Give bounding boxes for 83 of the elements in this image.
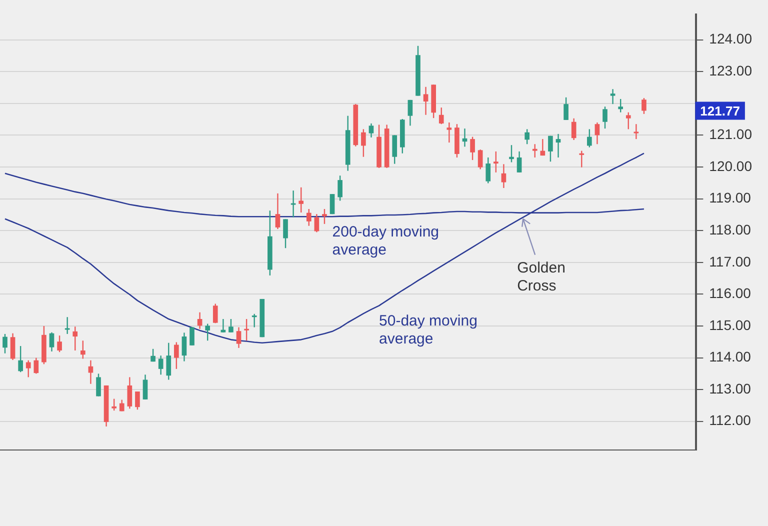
y-tick-label: 116.00 (709, 285, 752, 302)
candlestick (127, 376, 132, 410)
candlestick (306, 208, 312, 226)
candlestick (438, 106, 444, 125)
y-tick-label: 114.00 (709, 348, 752, 365)
candlestick (135, 390, 140, 410)
candlestick (564, 96, 568, 121)
y-tick-label: 120.00 (709, 158, 752, 174)
candlestick (26, 360, 31, 378)
candlestick (368, 122, 374, 138)
candlestick (190, 326, 194, 346)
y-tick-label: 121.00 (709, 126, 752, 142)
candlestick (10, 332, 16, 361)
candlestick (174, 342, 179, 370)
candlestick (252, 313, 257, 328)
candlestick (516, 150, 522, 174)
candlestick (57, 334, 62, 353)
candlestick (579, 150, 584, 168)
candlestick (556, 133, 561, 158)
candlestick (361, 128, 366, 158)
y-tick-label: 119.00 (709, 190, 752, 206)
candlestick (275, 192, 280, 230)
candlestick (338, 175, 342, 202)
y-tick-label: 118.00 (709, 221, 752, 238)
candlestick (244, 318, 249, 342)
candlestick (470, 136, 475, 161)
candlestick (2, 333, 8, 354)
candlestick (501, 164, 506, 189)
candlestick (392, 134, 398, 164)
candlestick (642, 97, 646, 115)
candlestick (330, 193, 335, 215)
candlestick (220, 318, 226, 333)
candlestick (322, 208, 327, 225)
candlestick (158, 354, 164, 376)
candlestick (571, 118, 576, 141)
candlestick (423, 86, 428, 116)
candlestick (494, 150, 498, 174)
y-tick-label: 117.00 (709, 253, 752, 270)
candlestick (290, 190, 296, 218)
series-label: 200-day moving average (332, 223, 440, 258)
candlestick (626, 112, 631, 130)
candlestick (80, 340, 86, 360)
candlestick (486, 156, 491, 184)
candlestick (228, 318, 234, 333)
candlestick (150, 348, 156, 362)
candlestick (478, 148, 483, 170)
candlestick (634, 123, 639, 140)
annotation: Golden Cross (517, 259, 566, 294)
candlestick (64, 316, 70, 335)
candlestick (283, 218, 288, 249)
candlestick (236, 326, 242, 349)
candlestick (532, 144, 538, 158)
candlestick (524, 128, 530, 145)
text: 121.77 (700, 103, 740, 118)
candlestick (594, 122, 600, 145)
candlestick (446, 122, 452, 144)
y-tick-label: 123.00 (709, 62, 752, 78)
candlestick (548, 135, 553, 162)
candlestick (408, 99, 413, 126)
candlestick (602, 106, 608, 130)
y-tick-label: 115.00 (709, 316, 752, 333)
candlestick (314, 213, 320, 233)
candlestick (112, 398, 116, 412)
candlestick (205, 323, 210, 342)
candlestick (49, 332, 54, 352)
y-tick-label: 113.00 (709, 380, 752, 396)
candlestick (72, 326, 78, 352)
candlestick (298, 186, 304, 214)
candlestick (618, 98, 624, 113)
candlestick (509, 144, 514, 163)
series-label: 50-day moving average (379, 312, 478, 348)
candlestick (142, 374, 148, 400)
candlestick (182, 332, 187, 362)
candlestick (18, 345, 23, 373)
candlestick (610, 88, 616, 105)
candlestick (96, 373, 101, 397)
y-tick-label: 112.00 (709, 412, 752, 428)
y-tick-label: 124.00 (709, 30, 752, 47)
candlestick (197, 312, 202, 330)
candlestick (34, 357, 39, 374)
candlestick (212, 303, 218, 324)
candlestick (587, 128, 592, 148)
candlestick (166, 342, 172, 380)
